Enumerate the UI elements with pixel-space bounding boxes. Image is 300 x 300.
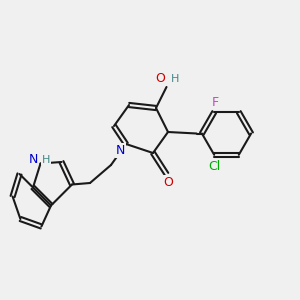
Text: F: F xyxy=(212,96,219,109)
Text: N: N xyxy=(28,153,38,167)
Text: H: H xyxy=(171,74,179,84)
Text: Cl: Cl xyxy=(208,160,220,173)
Text: N: N xyxy=(116,144,125,157)
Text: O: O xyxy=(163,176,173,189)
Text: O: O xyxy=(156,72,165,85)
Text: H: H xyxy=(42,155,50,165)
